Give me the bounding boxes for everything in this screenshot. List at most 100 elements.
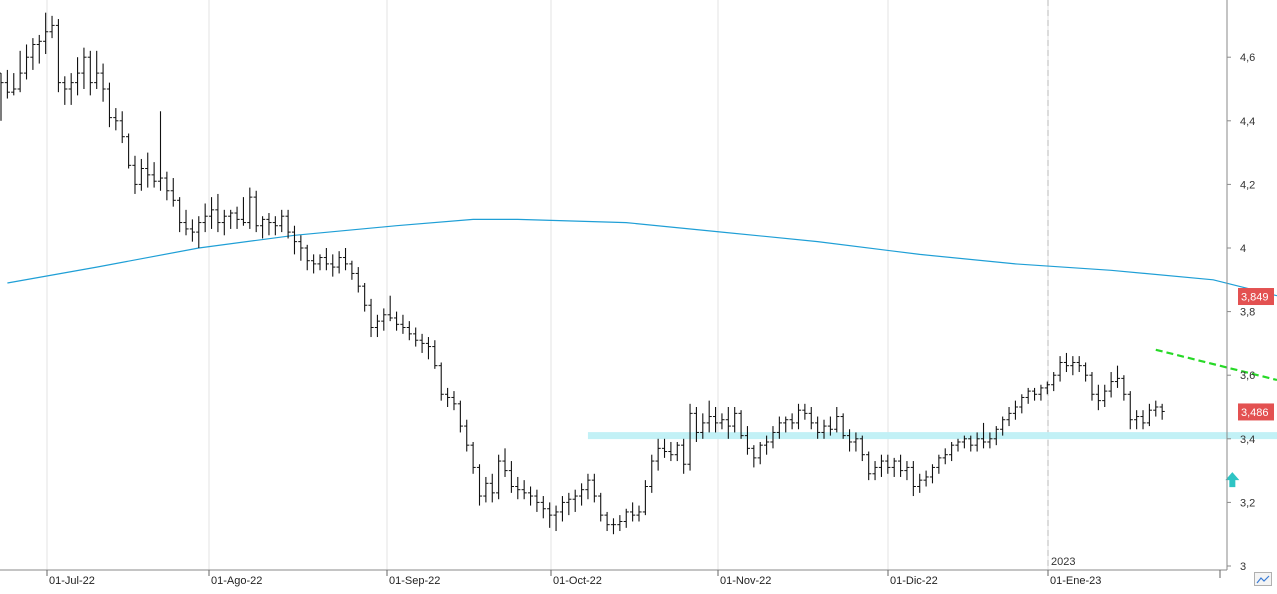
ohlc-bar xyxy=(968,435,974,452)
y-tick-label: 4,4 xyxy=(1240,116,1255,128)
ohlc-bar xyxy=(827,416,833,436)
ohlc-bar xyxy=(189,219,195,242)
ohlc-bar xyxy=(451,391,457,411)
last-price-badge: 3,486 xyxy=(1241,407,1269,419)
ohlc-bar xyxy=(349,260,355,280)
ohlc-bar xyxy=(36,34,42,64)
ohlc-bar xyxy=(113,108,119,131)
ohlc-bar xyxy=(1134,410,1140,430)
ohlc-bar xyxy=(642,480,648,516)
ohlc-bar xyxy=(527,486,534,506)
ohlc-bar xyxy=(323,248,329,271)
ohlc-bar xyxy=(43,12,49,55)
ohlc-bar xyxy=(1076,356,1082,373)
scale-toggle-button[interactable] xyxy=(1254,572,1272,586)
ohlc-bar xyxy=(1121,375,1127,401)
zigzag-icon xyxy=(1256,575,1270,584)
ohlc-bar xyxy=(81,47,87,89)
ohlc-bar xyxy=(636,505,642,522)
ohlc-bar xyxy=(419,333,425,353)
y-tick-label: 4,2 xyxy=(1240,179,1255,191)
x-tick-label: 01-Jul-22 xyxy=(49,575,95,587)
ohlc-bar xyxy=(578,483,585,506)
moving-average-layer xyxy=(7,218,1277,297)
ohlc-bar xyxy=(259,216,266,239)
ohlc-bar xyxy=(617,515,623,532)
ohlc-bar xyxy=(1089,372,1095,401)
ohlc-bar xyxy=(712,407,719,433)
ohlc-bar xyxy=(1153,400,1159,417)
ohlc-bar xyxy=(94,50,100,89)
ohlc-bar xyxy=(744,426,751,455)
ohlc-bar xyxy=(457,400,463,433)
ohlc-bar xyxy=(183,209,189,236)
y-tick-label: 3,6 xyxy=(1240,370,1255,382)
ohlc-bar xyxy=(757,441,763,465)
ohlc-bar xyxy=(872,461,878,481)
ohlc-bar xyxy=(330,254,336,277)
ohlc-bar xyxy=(598,492,604,522)
ohlc-bar xyxy=(604,511,610,532)
ohlc-bar xyxy=(4,69,10,99)
ohlc-bar xyxy=(304,244,310,271)
ohlc-bar xyxy=(815,416,821,439)
ohlc-bar xyxy=(317,254,323,271)
ohlc-bar xyxy=(247,187,253,229)
ohlc-bar xyxy=(1127,391,1133,430)
up-arrow-icon xyxy=(1225,472,1240,488)
ohlc-bar xyxy=(891,457,897,477)
y-tick-label: 3,2 xyxy=(1240,497,1255,509)
ohlc-bar xyxy=(432,340,438,369)
ohlc-bar xyxy=(374,314,381,338)
ohlc-bar xyxy=(904,461,910,481)
ohlc-bar xyxy=(1146,403,1152,427)
ohlc-bar xyxy=(955,438,961,452)
ohlc-bar xyxy=(502,448,508,477)
ohlc-bar xyxy=(751,445,757,468)
ohlc-bar xyxy=(553,505,559,532)
ohlc-bar xyxy=(68,73,74,105)
ohlc-bar xyxy=(987,432,993,449)
ohlc-bar xyxy=(74,57,81,96)
resistance-trendline xyxy=(1155,348,1277,382)
ohlc-bar xyxy=(980,422,987,449)
x-tick-label: 01-Sep-22 xyxy=(389,575,440,587)
ohlc-bar xyxy=(1095,384,1101,411)
ohlc-bar xyxy=(464,419,470,452)
moving-average-badge: 3,849 xyxy=(1241,292,1269,304)
ohlc-bar xyxy=(1012,400,1019,420)
ohlc-bar xyxy=(55,19,62,93)
ohlc-bar xyxy=(821,419,827,439)
ohlc-bar xyxy=(802,403,808,420)
ohlc-bar xyxy=(23,44,30,80)
ohlc-bar xyxy=(298,235,304,261)
ohlc-bar xyxy=(342,248,349,271)
ohlc-bar xyxy=(208,197,215,229)
ohlc-bar xyxy=(610,518,617,535)
ohlc-bar xyxy=(1006,407,1012,427)
ohlc-bar xyxy=(630,502,636,522)
x-tick-label: 01-Ene-23 xyxy=(1050,575,1101,587)
ohlc-bar xyxy=(840,413,846,439)
ohlc-bar xyxy=(776,416,782,439)
ohlc-bar xyxy=(425,337,432,360)
ohlc-bars-layer xyxy=(0,12,1165,535)
ohlc-bar xyxy=(674,441,680,462)
support-band xyxy=(587,432,1277,440)
ohlc-bar xyxy=(706,400,712,433)
ohlc-bar xyxy=(49,15,55,39)
ohlc-bar xyxy=(30,38,36,70)
ohlc-bar xyxy=(1031,387,1038,401)
grid-lines xyxy=(46,0,1049,570)
ohlc-bar xyxy=(470,441,476,474)
ohlc-bar xyxy=(496,454,502,500)
ohlc-bar xyxy=(923,470,929,487)
ohlc-bar xyxy=(387,295,393,322)
ohlc-bar xyxy=(221,209,227,236)
ohlc-bar xyxy=(355,267,361,293)
ohlc-bar xyxy=(878,454,885,477)
ohlc-bar xyxy=(1083,362,1089,382)
ohlc-bar xyxy=(738,410,744,439)
